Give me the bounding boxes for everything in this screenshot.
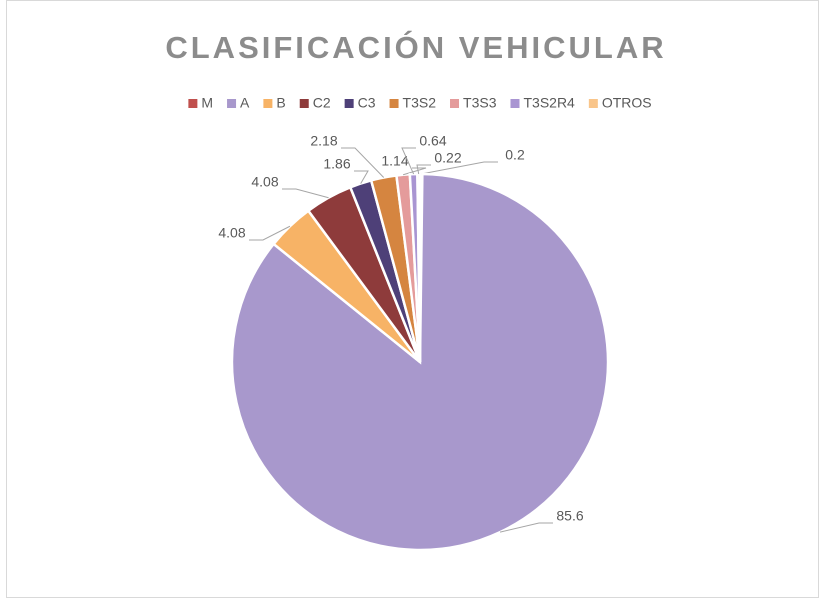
data-label: 4.08 <box>218 225 245 241</box>
data-label: 85.6 <box>556 508 583 524</box>
legend-label: T3S3 <box>463 95 497 111</box>
leader-line <box>249 225 291 241</box>
data-label: 0.22 <box>434 150 461 166</box>
legend-swatch <box>263 99 273 108</box>
legend-swatch <box>188 99 198 108</box>
leader-line <box>416 164 431 175</box>
legend-swatch <box>450 99 460 108</box>
legend-swatch <box>299 99 309 108</box>
legend-label: A <box>240 95 250 111</box>
legend-label: C3 <box>358 95 376 111</box>
legend-label: M <box>201 95 213 111</box>
data-label: 1.86 <box>323 156 350 172</box>
legend-swatch <box>344 99 354 108</box>
leader-line <box>282 188 329 199</box>
legend-label: C2 <box>313 95 331 111</box>
leader-line <box>421 161 498 175</box>
legend-swatch <box>588 99 598 108</box>
data-label: 0.2 <box>505 147 525 163</box>
leader-line <box>499 522 553 533</box>
data-label: 4.08 <box>251 174 278 190</box>
legend-swatch <box>510 99 520 108</box>
leader-line <box>341 147 385 178</box>
legend-label: B <box>276 95 285 111</box>
data-label: 0.64 <box>419 133 446 149</box>
legend: M A B C2 C3 T3S2 T3S3 T3S2R4 OTROS <box>188 95 652 111</box>
leader-line <box>354 170 369 184</box>
legend-swatch <box>389 99 399 108</box>
chart-title: CLASIFICACIÓN VEHICULAR <box>165 29 666 65</box>
legend-swatch <box>227 99 237 108</box>
data-label: 1.14 <box>381 153 408 169</box>
legend-label: T3S2 <box>403 95 437 111</box>
legend-label: T3S2R4 <box>523 95 575 111</box>
data-label: 2.18 <box>310 133 337 149</box>
leader-line <box>401 147 416 175</box>
legend-label: OTROS <box>602 95 652 111</box>
leader-line <box>402 167 427 176</box>
